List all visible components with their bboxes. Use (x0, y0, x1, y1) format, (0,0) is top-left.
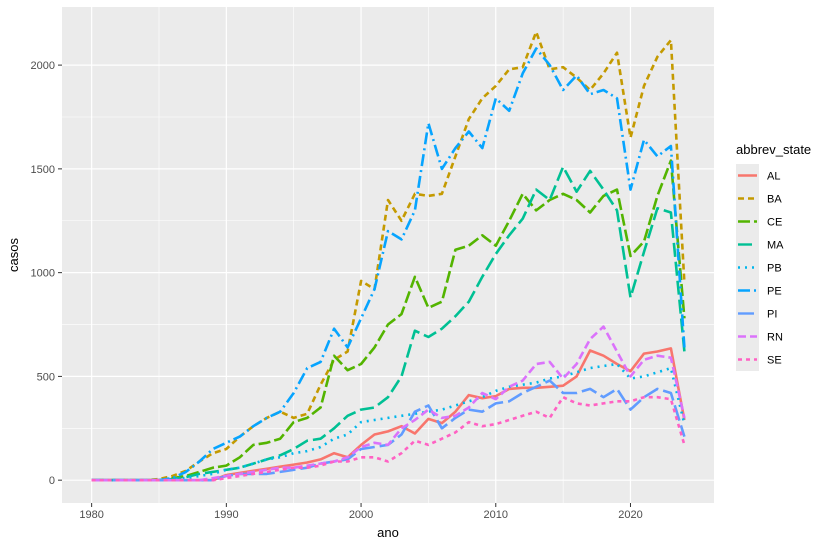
series-line-ce (91, 159, 686, 482)
legend-item-ba: BA (736, 187, 782, 210)
x-tick-label: 2010 (484, 509, 508, 521)
legend-label: BA (767, 194, 782, 206)
y-tick-label: 2000 (31, 60, 55, 72)
legend-key-background (736, 187, 759, 210)
y-axis: 0 500 1000 1500 2000 (31, 60, 62, 487)
legend-item-ma: MA (736, 233, 784, 256)
series-line-ma (91, 165, 686, 482)
legend-label: PE (767, 286, 782, 298)
x-tick-label: 1980 (79, 509, 103, 521)
x-axis: 1980 1990 2000 2010 2020 (79, 503, 643, 521)
y-tick-label: 0 (49, 475, 55, 487)
x-axis-title: ano (377, 525, 399, 540)
legend-item-rn: RN (736, 325, 783, 348)
legend-item-ce: CE (736, 210, 782, 233)
y-tick-label: 500 (37, 371, 55, 383)
legend-title: abbrev_state (736, 142, 811, 157)
series-line-pb (91, 362, 686, 482)
legend-item-se: SE (736, 348, 782, 371)
legend-label: SE (767, 355, 782, 367)
series-line-se (91, 395, 686, 482)
y-tick-label: 1500 (31, 164, 55, 176)
legend-label: RN (767, 332, 783, 344)
legend-label: AL (767, 171, 780, 183)
legend-label: CE (767, 217, 782, 229)
legend-label: PB (767, 263, 782, 275)
x-tick-label: 2020 (618, 509, 642, 521)
x-tick-label: 1990 (214, 509, 238, 521)
y-tick-label: 1000 (31, 268, 55, 280)
plot-panel (62, 7, 714, 503)
legend-item-al: AL (736, 164, 780, 187)
legend-items: AL BA CE MA PB PE PI RN SE (736, 164, 784, 371)
x-tick-label: 2000 (349, 509, 373, 521)
legend: abbrev_state AL BA CE MA PB PE PI RN SE (736, 142, 811, 371)
legend-item-pe: PE (736, 279, 782, 302)
legend-item-pb: PB (736, 256, 782, 279)
legend-label: MA (767, 240, 784, 252)
legend-key-background (736, 256, 759, 279)
y-axis-title: casos (6, 238, 21, 272)
series-line-pe (91, 47, 686, 482)
series-layer (91, 30, 686, 482)
legend-key-background (736, 325, 759, 348)
legend-item-pi: PI (736, 302, 777, 325)
legend-label: PI (767, 309, 777, 321)
